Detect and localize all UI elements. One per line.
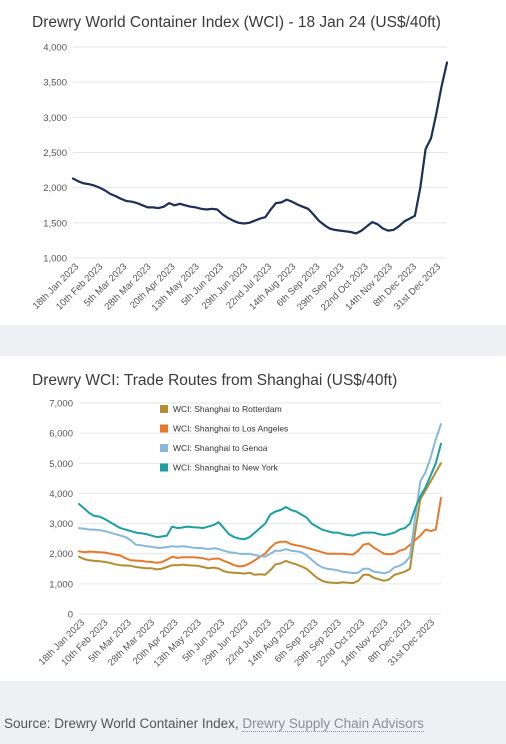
legend-label: WCI: Shanghai to New York bbox=[173, 463, 279, 473]
routes-line-chart: 01,0002,0003,0004,0005,0006,0007,00018th… bbox=[37, 399, 442, 670]
y-tick-label: 2,500 bbox=[43, 148, 67, 159]
y-tick-label: 2,000 bbox=[43, 183, 67, 194]
y-tick-label: 3,000 bbox=[49, 519, 73, 530]
series-line-1-0 bbox=[78, 462, 442, 584]
y-tick-label: 1,000 bbox=[43, 254, 67, 265]
y-tick-label: 3,000 bbox=[43, 113, 67, 124]
legend-swatch bbox=[160, 463, 168, 472]
y-tick-label: 4,000 bbox=[49, 489, 73, 500]
series-line-1-3 bbox=[78, 442, 442, 541]
wci-line-chart: 1,0001,5002,0002,5003,0003,5004,00018th … bbox=[31, 43, 449, 314]
y-tick-label: 0 bbox=[68, 610, 73, 621]
y-tick-label: 2,000 bbox=[49, 549, 73, 560]
source-link[interactable]: Drewry Supply Chain Advisors bbox=[242, 716, 424, 732]
y-tick-label: 3,500 bbox=[43, 78, 67, 89]
y-tick-label: 1,000 bbox=[49, 579, 73, 590]
y-tick-label: 4,000 bbox=[43, 43, 67, 54]
series-line-1-2 bbox=[78, 423, 442, 575]
series-line-0-0 bbox=[71, 61, 449, 235]
legend-label: WCI: Shanghai to Rotterdam bbox=[173, 404, 282, 414]
wci-chart-title: Drewry World Container Index (WCI) - 18 … bbox=[32, 14, 441, 31]
legend-swatch bbox=[160, 444, 168, 452]
legend-swatch bbox=[160, 424, 168, 433]
y-tick-label: 1,500 bbox=[43, 218, 67, 229]
legend-label: WCI: Shanghai to Los Angeles bbox=[173, 424, 288, 434]
y-tick-label: 7,000 bbox=[49, 399, 73, 410]
wci-chart-card: Drewry World Container Index (WCI) - 18 … bbox=[0, 0, 506, 325]
routes-chart-card: Drewry WCI: Trade Routes from Shanghai (… bbox=[0, 356, 506, 681]
legend-swatch bbox=[160, 405, 168, 413]
routes-chart-title: Drewry WCI: Trade Routes from Shanghai (… bbox=[32, 372, 398, 389]
y-tick-label: 5,000 bbox=[49, 459, 73, 470]
source-note: Source: Drewry World Container Index, Dr… bbox=[4, 716, 424, 732]
source-prefix: Source: Drewry World Container Index, bbox=[4, 716, 243, 731]
y-tick-label: 6,000 bbox=[49, 429, 73, 440]
legend-label: WCI: Shanghai to Genoa bbox=[173, 443, 268, 453]
